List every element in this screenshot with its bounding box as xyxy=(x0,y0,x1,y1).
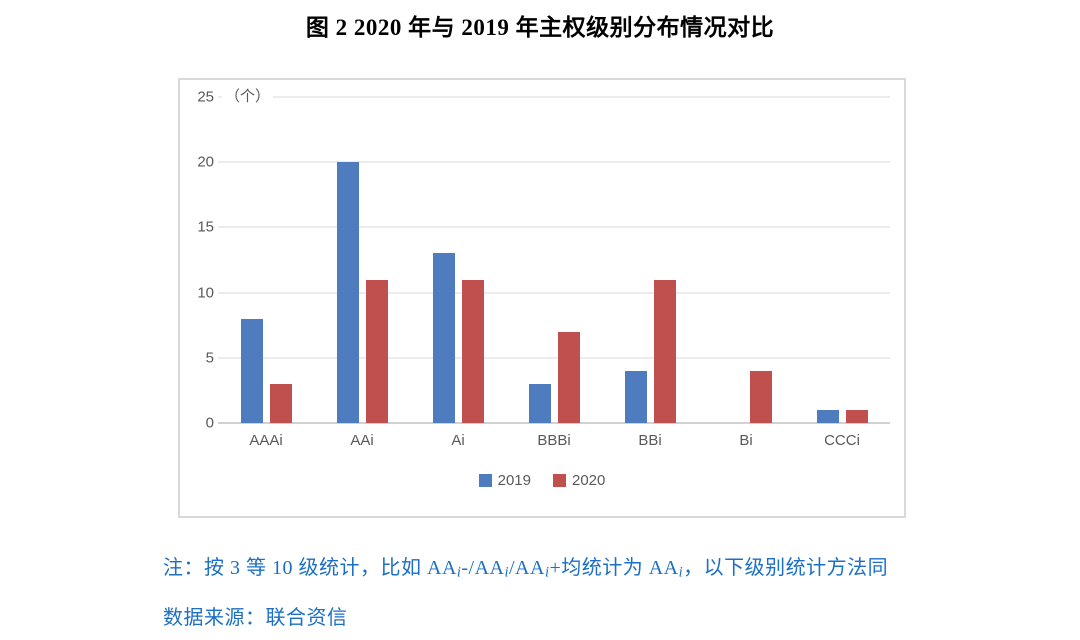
legend-label-2020: 2020 xyxy=(572,472,606,489)
gridline-10 xyxy=(218,292,890,294)
bar-2019-AAAi xyxy=(240,318,263,423)
x-tick-label-AAi: AAi xyxy=(350,432,374,449)
note-text-segment: -/AA xyxy=(461,557,505,579)
bar-2020-AAAi xyxy=(269,383,292,423)
legend: 2019 2020 xyxy=(180,472,904,489)
y-tick-label-15: 15 xyxy=(197,218,214,236)
note-subscript-i: i xyxy=(456,564,462,581)
x-tick-label-CCCi: CCCi xyxy=(824,432,860,449)
bar-group-Ai xyxy=(410,97,506,423)
gridline-5 xyxy=(218,357,890,359)
note-line-2: 数据来源：联合资信 xyxy=(163,607,348,629)
y-axis: 0 5 10 15 20 25 xyxy=(180,90,214,431)
gridline-0 xyxy=(218,422,890,424)
note-subscript-i: i xyxy=(504,564,509,581)
note-text-segment: /AA xyxy=(509,557,545,579)
y-tick-label-25: 25 xyxy=(197,88,214,106)
chart-title: 图 2 2020 年与 2019 年主权级别分布情况对比 xyxy=(305,15,775,40)
bar-2020-CCCi xyxy=(845,409,868,423)
x-tick-label-AAAi: AAAi xyxy=(249,432,283,449)
y-tick-label-0: 0 xyxy=(205,414,214,432)
gridline-15 xyxy=(218,226,890,228)
chart-container: 0 5 10 15 20 25 （个） AAAi AAi Ai BBBi BBi Bi CCCi 20… xyxy=(178,78,906,518)
note-text-segment: ，以下级别统计方法同 xyxy=(683,557,889,579)
gridline-25 xyxy=(218,96,890,98)
legend-item-2019: 2019 xyxy=(478,472,531,489)
note-text-segment: 注：按 3 等 10 级统计，比如 AA xyxy=(163,557,457,579)
bar-group-BBBi xyxy=(506,97,602,423)
bar-group-AAAi xyxy=(218,97,314,423)
x-tick-label-Bi: Bi xyxy=(739,432,753,449)
note-line-1: 注：按 3 等 10 级统计，比如 AAi-/AAi/AAi+均统计为 AAi，… xyxy=(163,551,888,582)
plot-area xyxy=(218,96,890,424)
note-subscript-i: i xyxy=(544,564,550,581)
bar-2019-BBBi xyxy=(528,383,551,423)
bar-2019-AAi xyxy=(336,162,359,423)
bar-2020-BBBi xyxy=(557,331,580,423)
legend-swatch-icon-2019 xyxy=(478,474,492,487)
x-axis-labels: AAAi AAi Ai BBBi BBi Bi CCCi xyxy=(218,432,890,449)
legend-item-2020: 2020 xyxy=(553,472,605,489)
bar-2019-Ai xyxy=(432,253,455,423)
x-tick-label-BBBi: BBBi xyxy=(537,432,571,449)
bar-groups xyxy=(218,97,890,423)
bar-2020-Ai xyxy=(461,279,484,423)
note-text-segment: +均统计为 AA xyxy=(549,557,679,579)
bar-group-CCCi xyxy=(794,97,890,423)
bar-2019-CCCi xyxy=(816,409,839,423)
bar-group-AAi xyxy=(314,97,410,423)
y-axis-unit-label: （个） xyxy=(222,88,274,106)
legend-swatch-icon-2020 xyxy=(553,474,566,487)
y-tick-label-5: 5 xyxy=(205,349,214,367)
y-tick-label-20: 20 xyxy=(197,153,214,171)
bar-2020-AAi xyxy=(365,279,388,423)
x-tick-label-BBi: BBi xyxy=(638,432,662,449)
note-subscript-i: i xyxy=(678,564,684,581)
bar-group-Bi xyxy=(698,97,794,423)
x-tick-label-Ai: Ai xyxy=(451,432,465,449)
gridline-20 xyxy=(218,161,890,163)
legend-label-2019: 2019 xyxy=(497,472,531,489)
bar-2019-BBi xyxy=(624,370,647,423)
bar-2020-Bi xyxy=(749,370,772,423)
bar-group-BBi xyxy=(602,97,698,423)
y-tick-label-10: 10 xyxy=(197,284,214,302)
bar-2020-BBi xyxy=(653,279,676,423)
